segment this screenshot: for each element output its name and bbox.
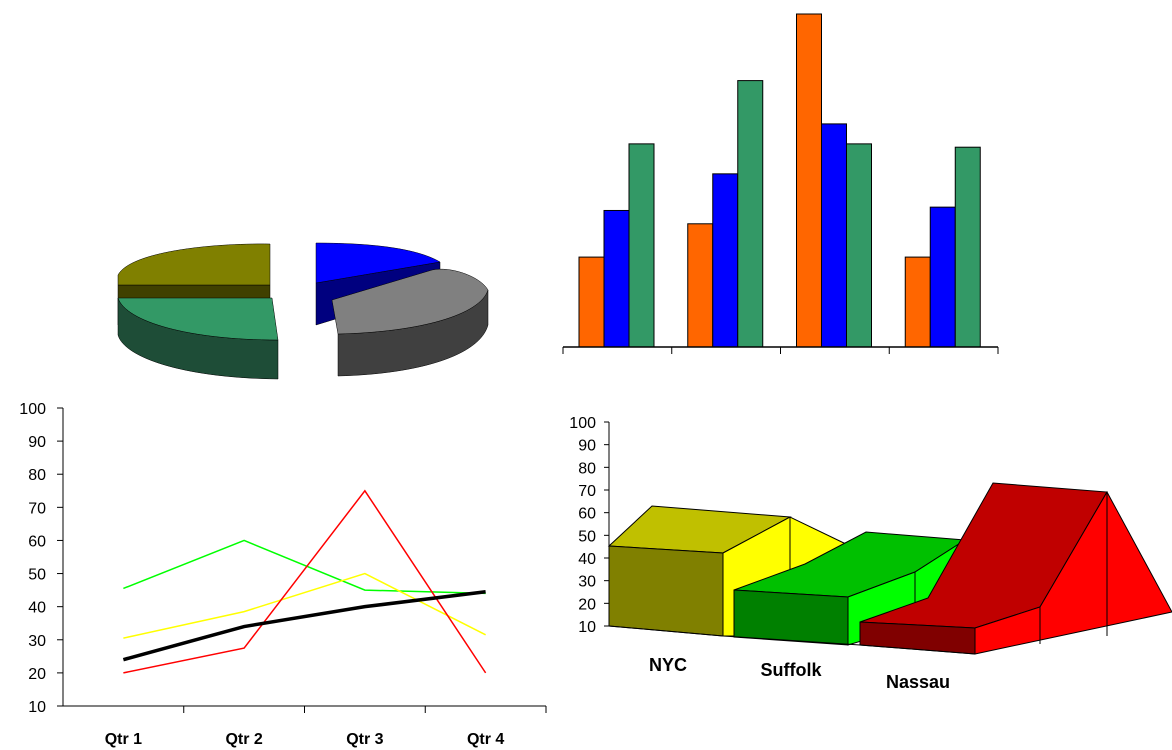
line-series-1 bbox=[123, 572, 486, 639]
line-y-tick-label: 100 bbox=[19, 401, 46, 418]
area3d-red-right bbox=[974, 490, 1172, 655]
area3d-y-tick-label: 70 bbox=[578, 483, 596, 500]
bar-x-ticks bbox=[562, 347, 999, 354]
area3d-series-red bbox=[859, 482, 1172, 655]
area3d-y-tick-label: 60 bbox=[578, 506, 596, 523]
area3d-chart: 10 20 30 40 50 60 70 80 90 100 NYC Suffolk Nassau bbox=[569, 415, 1172, 692]
bar-s2-c2 bbox=[846, 143, 872, 348]
bar-s0-c0 bbox=[578, 256, 605, 348]
bar-chart bbox=[562, 13, 999, 354]
bar-s2-c3 bbox=[954, 146, 981, 348]
bar-s2-c1 bbox=[737, 80, 764, 348]
bar-s0-c1 bbox=[687, 223, 714, 348]
area3d-category-label: NYC bbox=[649, 655, 687, 675]
line-x-ticks: Qtr 1 Qtr 2 Qtr 3 Qtr 4 bbox=[105, 706, 547, 748]
line-y-tick-label: 50 bbox=[28, 567, 46, 584]
area3d-y-tick-label: 100 bbox=[569, 415, 596, 432]
line-series-0 bbox=[123, 539, 486, 595]
line-y-tick-label: 90 bbox=[28, 434, 46, 451]
line-y-ticks: 10 20 30 40 50 60 70 80 90 100 bbox=[19, 401, 63, 716]
line-y-tick-label: 60 bbox=[28, 533, 46, 550]
area3d-y-tick-label: 80 bbox=[578, 460, 596, 477]
line-series-3 bbox=[122, 590, 486, 662]
line-y-tick-label: 80 bbox=[28, 467, 46, 484]
bar-s0-c3 bbox=[904, 256, 931, 348]
area3d-olive-front bbox=[608, 545, 724, 637]
line-y-tick-label: 20 bbox=[28, 666, 46, 683]
line-y-tick-label: 70 bbox=[28, 500, 46, 517]
line-x-category-label: Qtr 2 bbox=[225, 731, 262, 748]
area3d-y-tick-label: 30 bbox=[578, 574, 596, 591]
bar-s1-c3 bbox=[929, 206, 956, 348]
bar-s1-c1 bbox=[712, 173, 739, 348]
pie-slice-green-top bbox=[117, 297, 279, 341]
area3d-y-tick-label: 50 bbox=[578, 528, 596, 545]
line-series-2 bbox=[123, 489, 487, 674]
line-series-group bbox=[122, 489, 487, 674]
area3d-y-tick-label: 10 bbox=[578, 619, 596, 636]
area3d-y-ticks: 10 20 30 40 50 60 70 80 90 100 bbox=[569, 415, 609, 636]
pie-slice-gray-top bbox=[331, 268, 489, 335]
area3d-category-label: Suffolk bbox=[761, 660, 823, 680]
bar-s1-c2 bbox=[821, 123, 847, 348]
area3d-category-label: Nassau bbox=[886, 672, 950, 692]
line-x-category-label: Qtr 3 bbox=[346, 731, 383, 748]
pie-slice-blue-top bbox=[315, 242, 441, 284]
bar-s0-c2 bbox=[796, 13, 822, 348]
area3d-y-tick-label: 90 bbox=[578, 438, 596, 455]
line-x-category-label: Qtr 1 bbox=[105, 731, 142, 748]
line-y-tick-label: 30 bbox=[28, 633, 46, 650]
bar-series-group bbox=[578, 13, 981, 348]
bar-s2-c0 bbox=[628, 143, 655, 348]
pie-chart bbox=[117, 242, 489, 380]
area3d-y-tick-label: 20 bbox=[578, 596, 596, 613]
area3d-green-front bbox=[733, 589, 849, 646]
pie-slice-olive-top bbox=[117, 243, 271, 286]
area3d-x-labels: NYC Suffolk Nassau bbox=[649, 655, 950, 692]
area3d-y-tick-label: 40 bbox=[578, 551, 596, 568]
line-y-tick-label: 40 bbox=[28, 600, 46, 617]
line-y-tick-label: 10 bbox=[28, 699, 46, 716]
bar-s1-c0 bbox=[603, 209, 630, 348]
line-x-category-label: Qtr 4 bbox=[467, 731, 504, 748]
area3d-floor-edge bbox=[608, 625, 976, 655]
